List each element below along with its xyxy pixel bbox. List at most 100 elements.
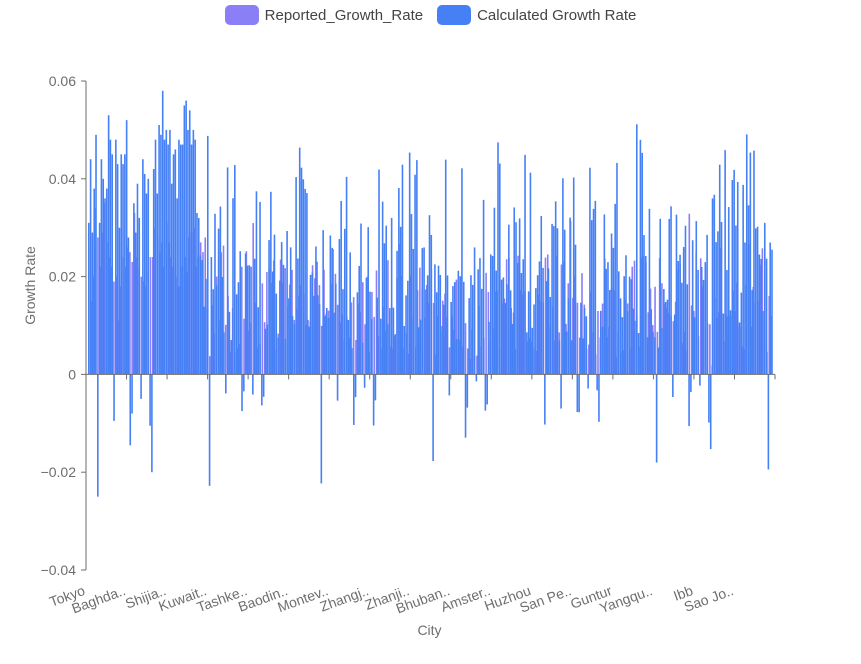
bar-calculated-growth-rate[interactable]: [601, 326, 604, 375]
bar-calculated-growth-rate[interactable]: [181, 144, 184, 375]
bar-calculated-growth-rate[interactable]: [562, 178, 564, 375]
bar-calculated-growth-rate[interactable]: [252, 374, 254, 395]
bar-calculated-growth-rate[interactable]: [462, 281, 465, 375]
bar-calculated-growth-rate[interactable]: [356, 292, 359, 375]
bar-calculated-growth-rate[interactable]: [98, 222, 101, 375]
bar-calculated-growth-rate[interactable]: [544, 374, 546, 425]
bar-calculated-growth-rate[interactable]: [464, 374, 467, 438]
bar-calculated-growth-rate[interactable]: [362, 342, 364, 375]
bar-reported-growth-rate[interactable]: [126, 247, 129, 375]
bar-calculated-growth-rate[interactable]: [133, 203, 135, 375]
bar-calculated-growth-rate[interactable]: [394, 334, 397, 375]
bar-calculated-growth-rate[interactable]: [508, 224, 510, 375]
bar-calculated-growth-rate[interactable]: [214, 213, 216, 375]
bar-calculated-growth-rate[interactable]: [547, 268, 550, 375]
bar-calculated-growth-rate[interactable]: [241, 374, 243, 412]
bar-calculated-growth-rate[interactable]: [154, 139, 157, 375]
bar-calculated-growth-rate[interactable]: [212, 289, 214, 375]
bar-calculated-growth-rate[interactable]: [426, 275, 429, 375]
bar-reported-growth-rate[interactable]: [186, 271, 188, 375]
bar-calculated-growth-rate[interactable]: [210, 257, 213, 375]
bar-calculated-growth-rate[interactable]: [380, 318, 382, 375]
bar-calculated-growth-rate[interactable]: [636, 124, 638, 375]
bar-calculated-growth-rate[interactable]: [763, 222, 766, 375]
bar-reported-growth-rate[interactable]: [503, 298, 506, 375]
bar-calculated-growth-rate[interactable]: [729, 310, 732, 375]
bar-calculated-growth-rate[interactable]: [392, 307, 395, 375]
bar-calculated-growth-rate[interactable]: [704, 262, 707, 375]
bar-calculated-growth-rate[interactable]: [718, 164, 721, 375]
bar-calculated-growth-rate[interactable]: [363, 374, 366, 388]
bar-calculated-growth-rate[interactable]: [340, 200, 342, 375]
bar-calculated-growth-rate[interactable]: [178, 139, 180, 375]
bar-reported-growth-rate[interactable]: [476, 355, 478, 375]
bar-calculated-growth-rate[interactable]: [291, 315, 294, 375]
bar-calculated-growth-rate[interactable]: [421, 248, 424, 375]
bar-calculated-growth-rate[interactable]: [371, 319, 373, 375]
bar-calculated-growth-rate[interactable]: [623, 276, 625, 375]
bar-reported-growth-rate[interactable]: [266, 272, 268, 375]
bar-calculated-growth-rate[interactable]: [136, 183, 139, 375]
bar-reported-growth-rate[interactable]: [581, 273, 583, 375]
bar-calculated-growth-rate[interactable]: [630, 279, 633, 375]
bar-calculated-growth-rate[interactable]: [506, 284, 508, 375]
bar-reported-growth-rate[interactable]: [631, 266, 634, 375]
bar-reported-growth-rate[interactable]: [240, 266, 243, 375]
bar-calculated-growth-rate[interactable]: [502, 277, 505, 375]
bar-calculated-growth-rate[interactable]: [482, 199, 485, 375]
bar-calculated-growth-rate[interactable]: [161, 90, 164, 375]
bar-calculated-growth-rate[interactable]: [657, 347, 660, 375]
bar-calculated-growth-rate[interactable]: [466, 374, 469, 408]
bar-calculated-growth-rate[interactable]: [169, 129, 171, 375]
bar-calculated-growth-rate[interactable]: [581, 338, 584, 375]
bar-calculated-growth-rate[interactable]: [758, 254, 761, 375]
bar-calculated-growth-rate[interactable]: [488, 321, 490, 375]
bar-calculated-growth-rate[interactable]: [104, 198, 106, 375]
bar-calculated-growth-rate[interactable]: [107, 115, 110, 375]
bar-calculated-growth-rate[interactable]: [160, 134, 162, 375]
bar-calculated-growth-rate[interactable]: [709, 374, 712, 450]
bar-calculated-growth-rate[interactable]: [695, 221, 698, 375]
bar-calculated-growth-rate[interactable]: [727, 207, 730, 375]
bar-calculated-growth-rate[interactable]: [378, 169, 380, 375]
bar-calculated-growth-rate[interactable]: [138, 217, 141, 375]
bar-calculated-growth-rate[interactable]: [702, 279, 705, 375]
bar-calculated-growth-rate[interactable]: [225, 374, 227, 394]
bar-calculated-growth-rate[interactable]: [399, 226, 402, 375]
bar-reported-growth-rate[interactable]: [131, 261, 133, 375]
bar-calculated-growth-rate[interactable]: [125, 120, 128, 375]
bar-calculated-growth-rate[interactable]: [306, 193, 308, 375]
bar-calculated-growth-rate[interactable]: [691, 240, 694, 375]
legend-item-calculated[interactable]: Calculated Growth Rate: [437, 5, 636, 25]
bar-calculated-growth-rate[interactable]: [172, 154, 175, 375]
bar-calculated-growth-rate[interactable]: [549, 296, 552, 375]
bar-calculated-growth-rate[interactable]: [643, 235, 645, 375]
bar-reported-growth-rate[interactable]: [263, 322, 266, 375]
bar-calculated-growth-rate[interactable]: [88, 222, 90, 375]
bar-calculated-growth-rate[interactable]: [693, 317, 696, 375]
bar-calculated-growth-rate[interactable]: [307, 326, 310, 375]
bar-calculated-growth-rate[interactable]: [659, 218, 662, 375]
bar-calculated-growth-rate[interactable]: [526, 332, 528, 375]
bar-calculated-growth-rate[interactable]: [143, 173, 146, 375]
bar-calculated-growth-rate[interactable]: [455, 339, 458, 375]
bar-reported-growth-rate[interactable]: [588, 344, 590, 375]
bar-calculated-growth-rate[interactable]: [334, 283, 337, 375]
bar-calculated-growth-rate[interactable]: [338, 239, 341, 375]
bar-calculated-growth-rate[interactable]: [754, 228, 757, 375]
bar-reported-growth-rate[interactable]: [425, 284, 428, 375]
legend-item-reported[interactable]: Reported_Growth_Rate: [224, 5, 423, 25]
bar-calculated-growth-rate[interactable]: [444, 159, 447, 375]
bar-calculated-growth-rate[interactable]: [91, 232, 94, 375]
bar-calculated-growth-rate[interactable]: [250, 266, 252, 375]
bar-calculated-growth-rate[interactable]: [616, 162, 618, 375]
bar-calculated-growth-rate[interactable]: [708, 374, 710, 423]
bar-reported-growth-rate[interactable]: [243, 318, 245, 375]
bar-reported-growth-rate[interactable]: [743, 349, 745, 375]
bar-calculated-growth-rate[interactable]: [567, 298, 570, 375]
bar-calculated-growth-rate[interactable]: [167, 144, 169, 375]
bar-calculated-growth-rate[interactable]: [372, 374, 375, 426]
bar-calculated-growth-rate[interactable]: [765, 258, 768, 375]
bar-calculated-growth-rate[interactable]: [203, 306, 205, 375]
bar-calculated-growth-rate[interactable]: [679, 254, 681, 375]
